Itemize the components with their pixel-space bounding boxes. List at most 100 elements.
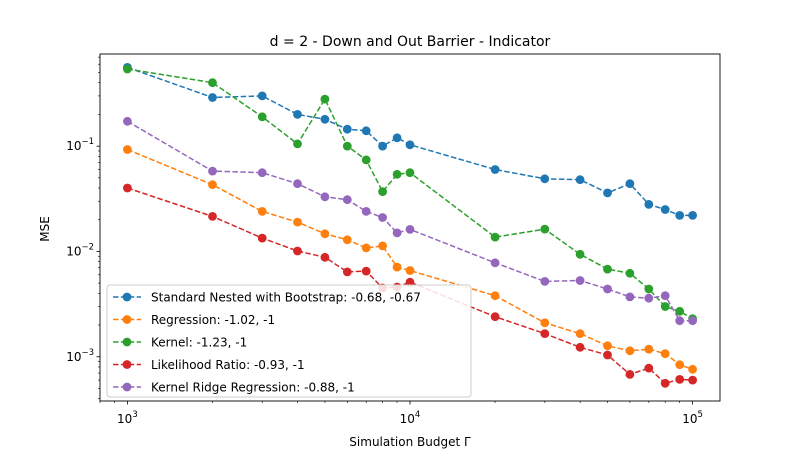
legend-item: Likelihood Ratio: -0.93, -1 <box>113 358 305 372</box>
data-point <box>540 277 550 286</box>
data-point <box>575 342 585 352</box>
x-tick-label: 103 <box>117 410 138 426</box>
data-point <box>644 293 654 303</box>
series-1 <box>123 145 697 374</box>
legend-item: Standard Nested with Bootstrap: -0.68, -… <box>113 291 421 305</box>
data-point <box>342 267 352 277</box>
data-point <box>490 258 500 268</box>
data-point <box>660 378 670 388</box>
data-point <box>405 168 415 178</box>
data-point <box>660 291 670 301</box>
legend: Standard Nested with Bootstrap: -0.68, -… <box>106 284 472 398</box>
data-point <box>208 212 217 221</box>
legend-label: Regression: -1.02, -1 <box>151 313 275 327</box>
data-point <box>361 155 371 165</box>
data-point <box>675 375 685 384</box>
data-point <box>675 316 685 326</box>
data-point <box>675 360 685 370</box>
data-point <box>575 175 585 185</box>
data-point <box>644 344 654 354</box>
data-point <box>293 139 302 149</box>
data-point <box>644 363 654 373</box>
series-2 <box>123 64 697 324</box>
data-point <box>540 174 550 184</box>
data-point <box>660 302 670 311</box>
data-point <box>123 145 132 154</box>
data-point <box>320 252 330 262</box>
x-axis-label: Simulation Budget Γ <box>349 435 471 449</box>
data-point <box>405 140 415 150</box>
x-tick-label: 105 <box>682 410 703 426</box>
data-point <box>257 112 267 122</box>
data-point <box>320 114 330 124</box>
data-point <box>675 306 685 316</box>
data-point <box>405 225 415 234</box>
legend-label: Standard Nested with Bootstrap: -0.68, -… <box>151 291 421 305</box>
data-point <box>625 268 635 278</box>
data-point <box>257 91 267 101</box>
plot-area <box>123 63 697 388</box>
data-point <box>342 124 352 134</box>
data-point <box>320 192 330 202</box>
data-point <box>603 284 612 294</box>
data-point <box>575 249 585 259</box>
data-point <box>208 180 217 190</box>
data-point <box>293 179 302 189</box>
data-point <box>575 329 585 338</box>
legend-marker <box>122 315 132 324</box>
data-point <box>208 78 217 88</box>
data-point <box>123 116 132 126</box>
data-point <box>405 266 415 275</box>
legend-item: Kernel Ridge Regression: -0.88, -1 <box>113 381 355 395</box>
data-point <box>490 312 500 322</box>
legend-label: Kernel: -1.23, -1 <box>151 336 247 350</box>
data-point <box>378 141 387 151</box>
y-tick-label: 10−2 <box>66 242 94 258</box>
data-point <box>575 276 585 285</box>
legend-label: Kernel Ridge Regression: -0.88, -1 <box>151 381 355 395</box>
y-axis-label: MSE <box>38 216 52 242</box>
data-point <box>361 126 371 136</box>
data-point <box>392 169 402 179</box>
series-4 <box>123 116 697 326</box>
data-point <box>625 179 635 189</box>
data-point <box>660 349 670 359</box>
y-tick-label: 10−3 <box>66 348 94 364</box>
data-point <box>361 207 371 216</box>
data-point <box>603 188 612 198</box>
data-point <box>392 133 402 143</box>
data-point <box>688 211 697 220</box>
data-point <box>603 350 612 360</box>
data-point <box>490 232 500 242</box>
data-point <box>342 235 352 245</box>
legend-label: Likelihood Ratio: -0.93, -1 <box>151 358 305 372</box>
data-point <box>257 207 267 216</box>
data-point <box>644 284 654 294</box>
legend-box <box>106 284 472 398</box>
data-point <box>320 229 330 239</box>
data-point <box>625 292 635 302</box>
data-point <box>644 200 654 209</box>
data-point <box>540 318 550 328</box>
data-point <box>540 224 550 234</box>
data-point <box>378 241 387 251</box>
y-tick-label: 10−1 <box>66 137 94 153</box>
legend-item: Regression: -1.02, -1 <box>113 313 275 327</box>
chart-title: d = 2 - Down and Out Barrier - Indicator <box>270 34 551 50</box>
data-point <box>675 211 685 220</box>
data-point <box>392 262 402 272</box>
data-point <box>378 213 387 222</box>
data-point <box>378 187 387 197</box>
data-point <box>688 316 697 326</box>
legend-item: Kernel: -1.23, -1 <box>113 336 247 350</box>
data-point <box>342 141 352 151</box>
data-point <box>688 364 697 374</box>
data-point <box>123 64 132 74</box>
series-3 <box>123 183 697 388</box>
data-point <box>293 110 302 119</box>
data-point <box>293 217 302 227</box>
data-point <box>293 246 302 256</box>
data-point <box>123 183 132 193</box>
axis-ticks: 103 104 105 10−3 10−2 10−1 <box>66 56 703 426</box>
